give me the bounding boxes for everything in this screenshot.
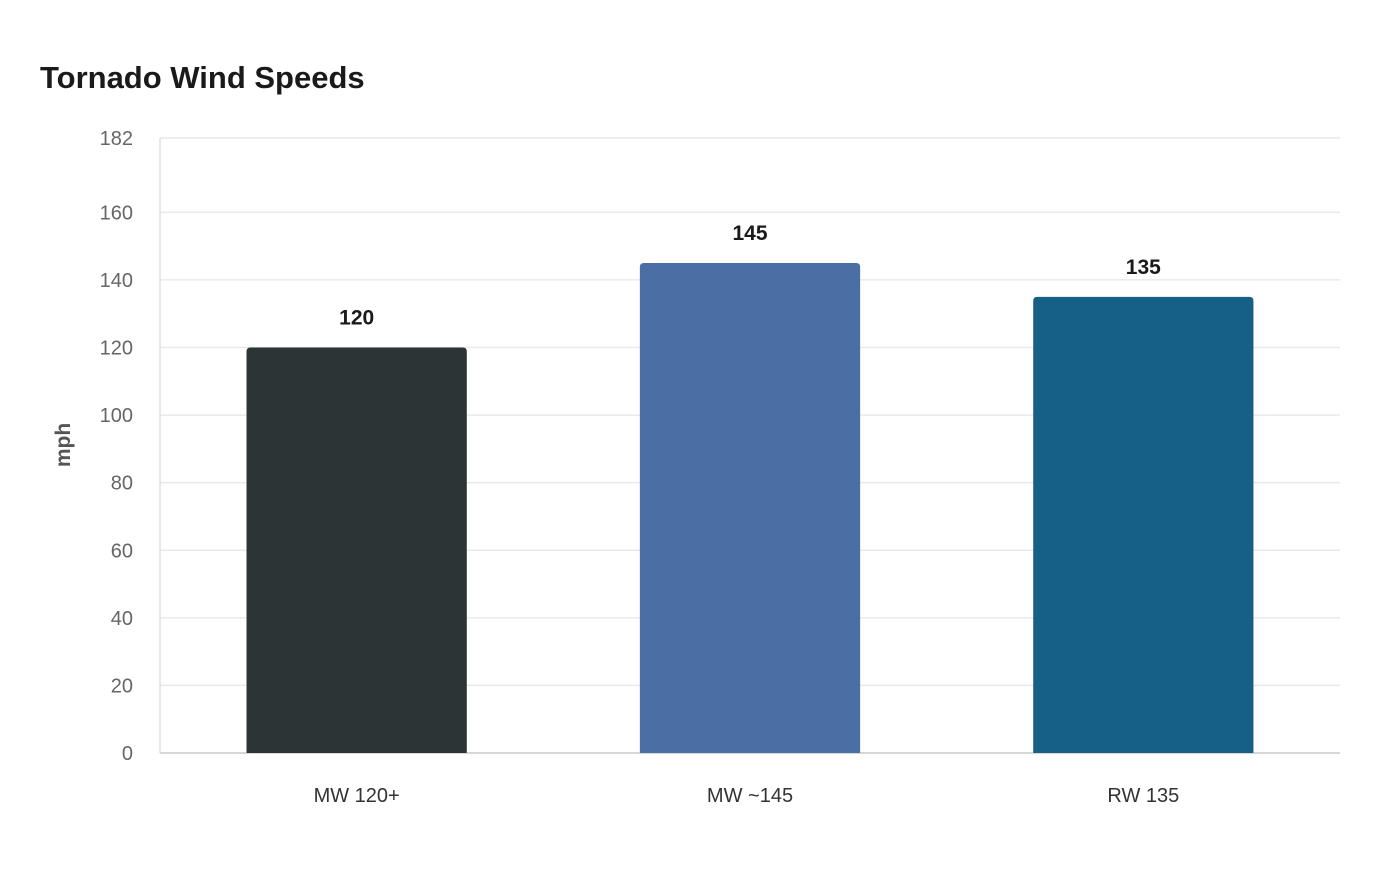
y-tick-label: 0	[122, 743, 133, 765]
y-tick-label: 40	[111, 608, 133, 630]
bar-value-label: 135	[1126, 256, 1161, 279]
chart-title: Tornado Wind Speeds	[40, 60, 365, 95]
y-tick-label: 140	[100, 270, 133, 292]
x-category-label: MW 120+	[314, 785, 400, 807]
bar-3	[1033, 296, 1254, 753]
bar-value-label: 120	[339, 307, 374, 330]
y-tick-label: 60	[111, 540, 133, 562]
labels: 0 20 40 60 80 100 120 140 160 182 120 MW 120+ 145 MW …	[100, 128, 1180, 807]
bars	[246, 263, 1254, 753]
x-category-label: MW ~145	[707, 785, 793, 807]
bar-2	[639, 263, 861, 753]
y-tick-label: 20	[111, 675, 133, 697]
bar-value-label: 145	[732, 222, 767, 245]
y-tick-label: 100	[100, 405, 133, 427]
x-category-label: RW 135	[1107, 785, 1179, 807]
y-tick-label: 120	[100, 338, 133, 360]
bar-1	[246, 347, 467, 753]
y-axis-title: mph	[52, 423, 75, 467]
y-tick-label: 80	[111, 473, 133, 495]
y-tick-label: 182	[100, 128, 133, 150]
y-tick-label: 160	[100, 202, 133, 224]
